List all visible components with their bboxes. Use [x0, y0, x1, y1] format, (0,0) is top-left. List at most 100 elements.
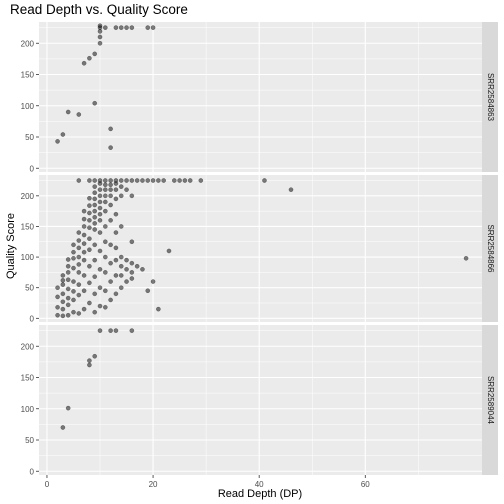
data-point	[108, 193, 113, 199]
data-point	[113, 25, 119, 30]
data-point	[113, 245, 119, 251]
data-point	[145, 178, 151, 183]
data-point	[81, 60, 87, 66]
data-point	[60, 299, 66, 305]
data-point	[71, 265, 76, 271]
data-point	[124, 25, 129, 30]
data-point	[92, 242, 98, 248]
x-axis: 0 20 40 60	[45, 475, 370, 489]
data-point	[71, 249, 76, 255]
data-point	[76, 112, 82, 117]
data-point	[97, 187, 103, 192]
data-point	[87, 55, 92, 61]
data-point	[92, 202, 98, 208]
data-point	[92, 274, 98, 279]
data-point	[97, 267, 103, 272]
data-point	[103, 208, 108, 214]
data-point	[92, 208, 98, 214]
x-tick-label: 60	[361, 480, 370, 489]
data-point	[97, 205, 103, 211]
data-point	[76, 230, 82, 235]
data-point	[124, 267, 129, 272]
x-axis-label: Read Depth (DP)	[218, 488, 302, 500]
panels-layer: 0 50 100 150 200 SRR2584863 0 50 100 150 200 SRR258…	[21, 22, 498, 476]
data-point	[129, 270, 135, 275]
data-point	[81, 249, 87, 255]
x-tick-label: 40	[255, 480, 264, 489]
y-tick-label: 0	[30, 164, 35, 173]
data-point	[76, 245, 82, 251]
data-point	[124, 279, 129, 284]
data-point	[118, 273, 124, 278]
data-point	[87, 280, 92, 286]
data-point	[71, 242, 76, 248]
data-point	[81, 224, 87, 229]
data-point	[97, 211, 103, 217]
data-point	[124, 187, 129, 192]
data-point	[97, 328, 103, 333]
data-point	[166, 248, 172, 254]
data-point	[129, 328, 135, 333]
data-point	[156, 178, 161, 183]
data-point	[113, 211, 119, 217]
data-point	[60, 278, 66, 283]
facet-strip-label: SRR2589044	[486, 376, 495, 425]
y-tick-label: 0	[30, 314, 35, 323]
data-point	[87, 362, 92, 368]
data-point	[140, 267, 145, 272]
data-point	[129, 25, 135, 30]
data-point	[108, 297, 113, 303]
y-tick-label: 50	[25, 133, 34, 142]
data-point	[97, 230, 103, 235]
data-point	[87, 225, 92, 230]
data-point	[87, 300, 92, 306]
data-point	[108, 218, 113, 223]
data-point	[108, 279, 113, 284]
data-point	[81, 232, 87, 238]
data-point	[161, 178, 166, 183]
data-point	[92, 291, 98, 297]
data-point	[87, 178, 92, 183]
data-point	[129, 178, 135, 183]
data-point	[103, 25, 108, 30]
facet-strip	[482, 325, 498, 475]
y-tick-label: 150	[21, 374, 35, 383]
data-point	[92, 196, 98, 202]
facet-panel: 0 50 100 150 200 SRR2584863	[21, 22, 498, 173]
data-point	[113, 328, 119, 333]
data-point	[55, 285, 60, 291]
data-point	[124, 257, 129, 263]
data-point	[288, 187, 294, 192]
data-point	[92, 51, 98, 57]
data-point	[55, 312, 60, 318]
y-tick-label: 150	[21, 222, 35, 231]
data-point	[118, 263, 124, 269]
data-point	[60, 132, 66, 137]
data-point	[108, 242, 113, 248]
data-point	[65, 109, 71, 115]
data-point	[118, 184, 124, 189]
data-point	[97, 285, 103, 291]
facet-strip-label: SRR2584863	[486, 73, 495, 122]
facet-strip	[482, 175, 498, 322]
y-tick-label: 50	[25, 284, 34, 293]
data-point	[76, 262, 82, 267]
data-point	[97, 40, 103, 46]
data-point	[97, 178, 103, 183]
data-point	[171, 178, 177, 183]
data-point	[177, 178, 182, 183]
data-point	[262, 178, 267, 183]
data-point	[113, 291, 119, 297]
panel-background	[39, 175, 482, 322]
data-point	[103, 187, 108, 192]
data-point	[103, 193, 108, 199]
data-point	[129, 276, 135, 281]
data-point	[71, 255, 76, 261]
data-point	[108, 182, 113, 188]
data-point	[92, 227, 98, 232]
data-point	[150, 279, 156, 284]
data-point	[87, 218, 92, 223]
data-point	[103, 182, 108, 188]
data-point	[113, 273, 119, 278]
data-point	[129, 239, 135, 245]
